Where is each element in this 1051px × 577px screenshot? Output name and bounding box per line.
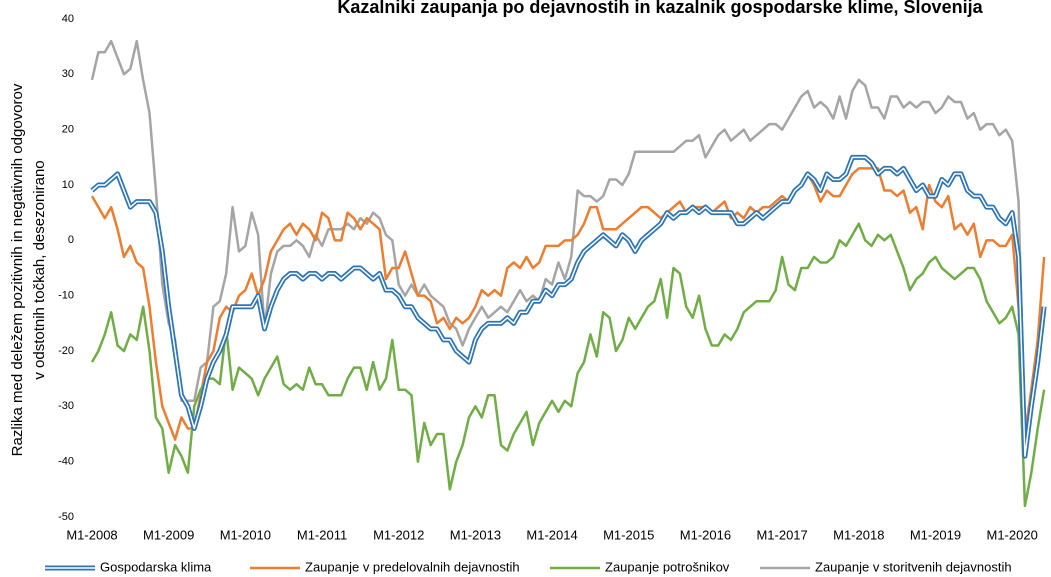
chart-title: Kazalniki zaupanja po dejavnostih in kaz…	[337, 0, 983, 17]
line-highlight	[91, 156, 1045, 457]
line	[90, 222, 1046, 508]
y-tick-label: 40	[62, 13, 74, 25]
line	[90, 39, 1046, 447]
y-tick-label: 20	[62, 124, 74, 136]
x-tick-label: M1-2017	[756, 527, 807, 542]
x-tick-label: M1-2014	[526, 527, 577, 542]
x-tick-label: M1-2018	[833, 527, 884, 542]
x-tick-label: M1-2010	[220, 527, 271, 542]
x-tick-label: M1-2015	[603, 527, 654, 542]
x-tick-label: M1-2012	[373, 527, 424, 542]
y-tick-label: -30	[58, 400, 74, 412]
line	[90, 167, 1046, 441]
x-tick-label: M1-2016	[680, 527, 731, 542]
y-tick-label: 0	[68, 234, 74, 246]
x-tick-label: M1-2011	[297, 527, 347, 542]
y-axis-label: Razlika med deležem pozitivnih in negati…	[9, 83, 26, 456]
y-tick-label: 30	[62, 68, 74, 80]
legend-label: Zaupanje v storitvenih dejavnostih	[815, 559, 1012, 574]
y-tick-label: -40	[58, 456, 74, 468]
y-tick-label: -10	[58, 290, 74, 302]
y-axis-label: v odstotnih točkah, desezonirano	[31, 160, 48, 379]
x-tick-label: M1-2008	[66, 527, 117, 542]
y-tick-label: -50	[58, 511, 74, 523]
x-tick-label: M1-2009	[143, 527, 194, 542]
legend-label: Zaupanje potrošnikov	[605, 559, 730, 574]
x-tick-label: M1-2020	[987, 527, 1038, 542]
y-tick-label: -20	[58, 345, 74, 357]
legend-label: Zaupanje v predelovalnih dejavnostih	[305, 559, 520, 574]
x-tick-label: M1-2013	[450, 527, 501, 542]
y-tick-label: 10	[62, 179, 74, 191]
x-tick-label: M1-2019	[910, 527, 961, 542]
legend-label: Gospodarska klima	[100, 559, 212, 574]
